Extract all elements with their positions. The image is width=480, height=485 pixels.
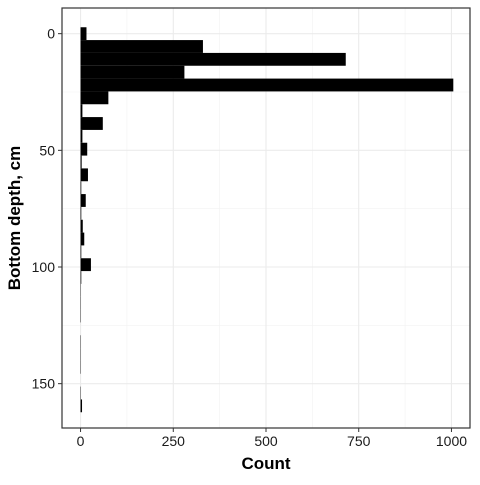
bar bbox=[81, 258, 91, 271]
bar bbox=[81, 130, 83, 143]
bar bbox=[81, 53, 346, 66]
bar bbox=[81, 27, 87, 40]
bar bbox=[81, 40, 203, 53]
bar bbox=[81, 181, 82, 194]
x-tick-label: 0 bbox=[77, 433, 85, 449]
bar bbox=[81, 245, 82, 258]
x-tick-label: 750 bbox=[347, 433, 371, 449]
x-tick-label: 1000 bbox=[436, 433, 467, 449]
bar bbox=[81, 271, 82, 284]
x-tick-label: 250 bbox=[162, 433, 186, 449]
bar bbox=[81, 91, 109, 104]
bar bbox=[81, 66, 185, 79]
y-tick-label: 150 bbox=[32, 376, 56, 392]
bar bbox=[81, 194, 86, 207]
x-tick-label: 500 bbox=[254, 433, 278, 449]
bar bbox=[81, 399, 82, 412]
bar bbox=[81, 207, 82, 220]
bar bbox=[81, 104, 83, 117]
y-tick-label: 0 bbox=[47, 26, 55, 42]
y-axis-title: Bottom depth, cm bbox=[5, 146, 24, 291]
bar bbox=[81, 156, 82, 169]
bar bbox=[81, 233, 85, 246]
bar bbox=[81, 220, 83, 233]
bar bbox=[81, 143, 88, 156]
y-tick-label: 100 bbox=[32, 259, 56, 275]
y-tick-label: 50 bbox=[39, 142, 55, 158]
bar bbox=[81, 168, 88, 181]
bar bbox=[81, 79, 454, 92]
x-axis-title: Count bbox=[241, 454, 290, 473]
bar bbox=[81, 117, 103, 130]
